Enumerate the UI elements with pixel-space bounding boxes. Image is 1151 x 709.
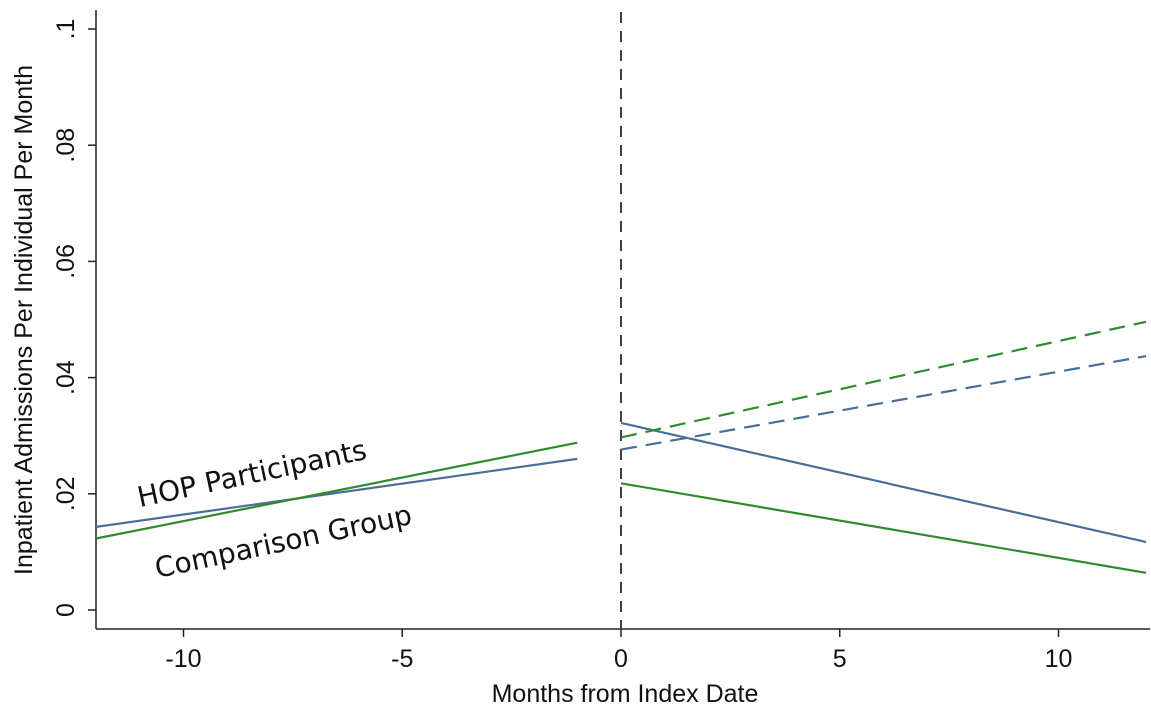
series-line-hop-post-counterfactual [620, 355, 1147, 451]
y-tick-label: .1 [52, 19, 80, 40]
x-axis-title: Months from Index Date [492, 680, 759, 708]
annotation-comparison-group: Comparison Group [152, 498, 415, 585]
series-line-comparison-post [620, 482, 1147, 574]
x-tick-label: 10 [1045, 645, 1073, 673]
x-tick-label: 0 [614, 645, 628, 673]
y-tick-label: .02 [52, 476, 80, 511]
series-line-hop-post [620, 421, 1147, 544]
x-tick-label: -5 [391, 645, 413, 673]
y-tick-label: .06 [52, 244, 80, 279]
series-line-comparison-pre [95, 441, 578, 540]
series-line-comparison-post-counterfactual [620, 320, 1147, 439]
y-axis-title: Inpatient Admissions Per Individual Per … [10, 65, 38, 575]
x-axis: -10 -5 0 5 10 [165, 629, 1072, 673]
y-tick-label: .04 [52, 360, 80, 395]
annotation-hop-participants: HOP Participants [134, 433, 369, 514]
x-tick-label: 5 [833, 645, 847, 673]
y-axis: 0 .02 .04 .06 .08 .1 [52, 19, 96, 617]
series-layer [95, 320, 1147, 574]
x-tick-label: -10 [165, 645, 201, 673]
y-tick-label: 0 [52, 603, 80, 617]
series-line-hop-pre [95, 457, 578, 528]
y-tick-label: .08 [52, 128, 80, 163]
